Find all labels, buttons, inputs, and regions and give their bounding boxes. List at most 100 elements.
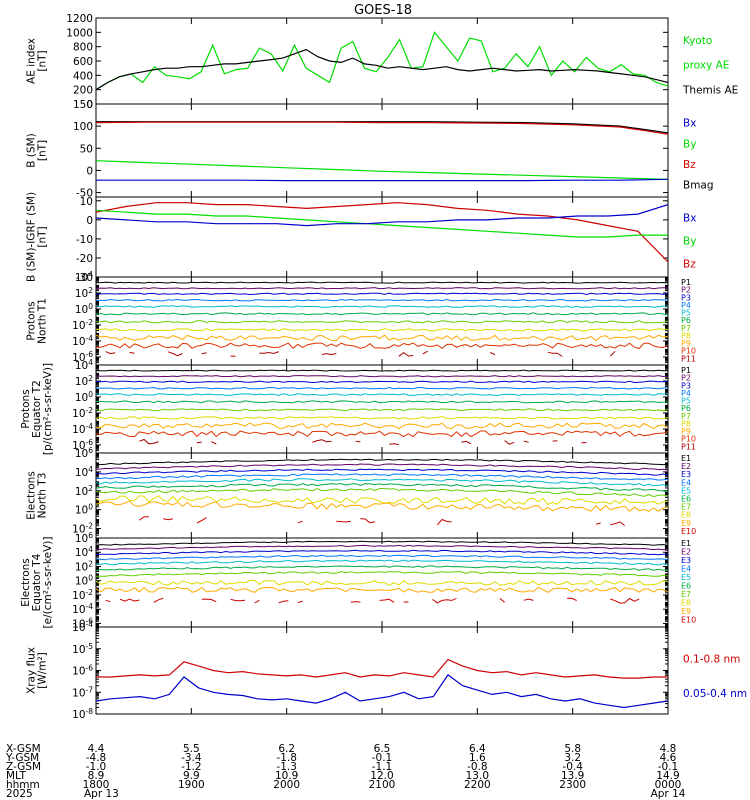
x-table-cell: 1800 (83, 779, 110, 791)
y-tick-label: 10-7 (72, 685, 93, 699)
panel-2: -50 0 50 100 150 B (SM) [nT] Bx By Bz Bmag (26, 99, 714, 200)
y-tick-label: 100 (75, 302, 93, 316)
panel-8: 10-4 10-5 10-6 10-7 10-8 Xray flux [W/m²] 0.1-0… (26, 620, 748, 721)
x-table-cell: 8.9 (88, 770, 105, 782)
x-table-cell: -0.4 (562, 761, 583, 773)
legend-entry: E3 (681, 556, 691, 565)
channel-line-4 (96, 298, 668, 302)
y-tick-label: -50 (76, 188, 93, 200)
x-row-label: Z-GSM (6, 761, 41, 773)
panel-frame (95, 103, 669, 198)
legend-entry: E1 (681, 539, 691, 548)
y-axis-label: [nT] (37, 140, 49, 161)
x-table-cell: 6.5 (374, 743, 391, 755)
channel-line-11 (106, 351, 664, 356)
y-axis-label: Protons (26, 301, 38, 340)
y-tick-label: 10-4 (72, 422, 93, 436)
series-line-1 (96, 202, 668, 263)
x-table-cell: 2000 (273, 779, 300, 791)
legend-entry: P3 (681, 381, 691, 390)
x-table-cell: -1.1 (372, 761, 393, 773)
x-table-cell: -3.4 (181, 752, 202, 764)
y-tick-label: 102 (75, 484, 93, 498)
legend-entry: E2 (681, 548, 691, 557)
plot-area (96, 369, 668, 445)
channel-line-1 (96, 369, 668, 372)
series-line-1 (96, 31, 668, 91)
plot-area (96, 458, 668, 526)
y-axis-label: Equator T2 (31, 380, 43, 438)
plot-area (96, 540, 668, 603)
x-table-cell: 6.2 (278, 743, 295, 755)
y-tick-label: 0 (86, 215, 93, 227)
legend-entry: E9 (681, 607, 691, 616)
channel-line-10 (139, 517, 663, 526)
x-table-cell: -1.3 (276, 761, 297, 773)
legend-entry: P10 (681, 435, 696, 444)
legend-entry: E4 (681, 478, 691, 487)
plot-area (96, 281, 668, 356)
y-tick-label: 10-4 (72, 334, 93, 348)
x-table-cell: 1900 (178, 779, 205, 791)
legend-entry: Bz (683, 258, 696, 270)
x-table-cell: -1.0 (86, 761, 107, 773)
channel-line-6 (96, 565, 668, 572)
y-axis-label: [p/(cm²-s-sr-keV)] (42, 363, 54, 455)
x-table-cell: 4.4 (88, 743, 105, 755)
series-line-4 (96, 178, 668, 182)
legend-entry: P8 (681, 419, 691, 428)
y-tick-label: 106 (75, 446, 93, 460)
channel-line-9 (96, 586, 668, 593)
legend-entry: E8 (681, 599, 691, 608)
legend-entry: P7 (681, 412, 691, 421)
x-row-label: hhmm (6, 779, 40, 791)
y-axis-label: B (SM) (26, 133, 38, 167)
x-table-cell: -1.2 (181, 761, 202, 773)
legend-entry: E10 (681, 527, 696, 536)
y-tick-label: 100 (73, 121, 93, 133)
plot-area (96, 658, 668, 709)
x-table-cell: 13.9 (561, 770, 584, 782)
y-axis-label: Electrons (26, 471, 38, 520)
x-table-cell: -0.8 (467, 761, 488, 773)
series-line-2 (96, 209, 668, 238)
y-axis-label: AE index (26, 38, 38, 84)
y-tick-label: 10 (80, 196, 93, 208)
channel-line-10 (96, 342, 668, 350)
y-tick-label: 0 (86, 99, 93, 111)
y-tick-label: 600 (73, 56, 93, 68)
legend-entry: E7 (681, 590, 691, 599)
legend-entry: P7 (681, 324, 691, 333)
legend-entry: E6 (681, 495, 691, 504)
x-table-cell: 10.9 (275, 770, 298, 782)
y-tick-label: 100 (75, 503, 93, 517)
series-line-2 (96, 121, 668, 135)
y-tick-label: -30 (76, 272, 93, 284)
legend-entry: P4 (681, 389, 691, 398)
y-tick-label: 1000 (66, 27, 93, 39)
x-table-cell: 13.0 (466, 770, 489, 782)
y-tick-label: 800 (73, 42, 93, 54)
y-axis-label: [nT] (37, 226, 49, 247)
y-tick-label: 10-2 (72, 406, 93, 420)
legend-entry: Bx (683, 118, 696, 130)
panel-frame (95, 17, 669, 105)
y-tick-label: -20 (76, 253, 93, 265)
y-tick-label: -10 (76, 234, 93, 246)
legend-entry: 0.05-0.4 nm (683, 688, 747, 700)
channel-line-9 (96, 334, 668, 342)
panel-frame (95, 276, 669, 366)
series-line-2 (96, 674, 668, 709)
y-axis-label: [nT] (37, 50, 49, 71)
legend-entry: P10 (681, 347, 696, 356)
y-tick-label: 102 (75, 286, 93, 300)
legend-entry: E6 (681, 582, 691, 591)
legend-entry: Bmag (683, 180, 714, 192)
x-table-cell: 4.8 (660, 743, 677, 755)
